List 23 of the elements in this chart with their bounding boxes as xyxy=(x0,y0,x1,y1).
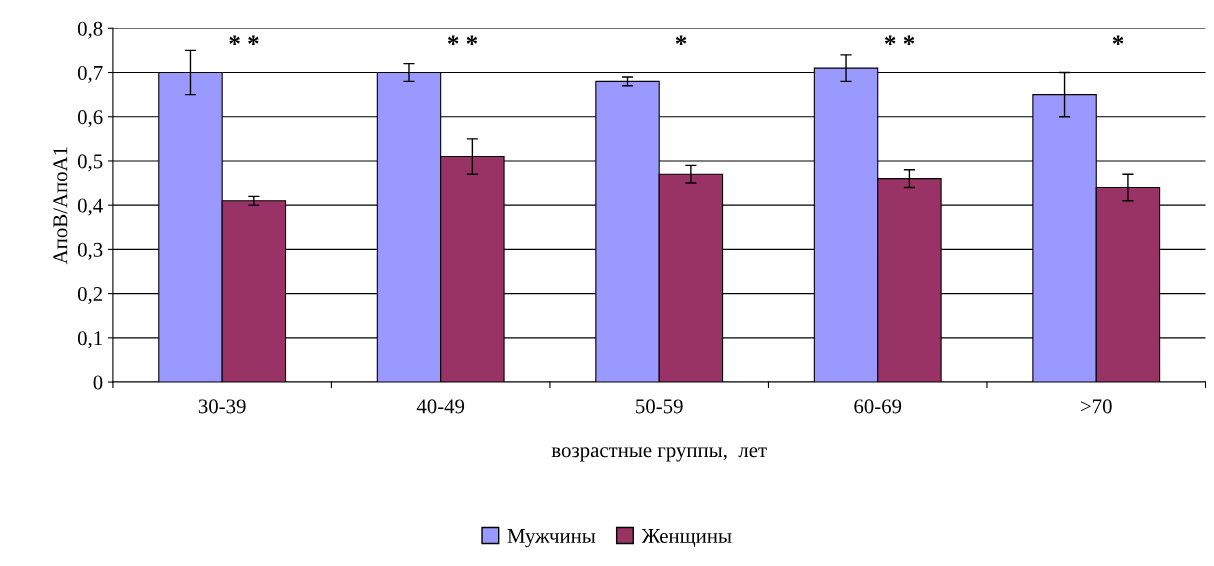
y-tick-label: 0,4 xyxy=(77,198,103,216)
x-axis-title: возрастные группы, лет xyxy=(551,447,767,462)
y-axis-title: АпоВ/АпоА1 xyxy=(53,147,68,265)
y-tick-label: 0,3 xyxy=(77,242,103,260)
y-tick-label: 0,7 xyxy=(77,65,103,83)
annotation: * xyxy=(1112,35,1124,45)
x-tick-label: 50-59 xyxy=(636,399,683,414)
annotation: * * xyxy=(884,35,915,45)
x-tick-label: 30-39 xyxy=(198,399,246,414)
x-tick-label: 40-49 xyxy=(416,399,465,414)
y-tick-label: 0,5 xyxy=(77,154,103,172)
annotation: * xyxy=(675,35,687,45)
y-tick-label: 0,1 xyxy=(77,331,102,349)
legend-label: Мужчины xyxy=(507,529,596,548)
y-tick-label: 0 xyxy=(93,375,103,390)
y-tick-label: 0,6 xyxy=(77,110,103,128)
annotation: * * xyxy=(447,35,478,45)
y-tick-label: 0,2 xyxy=(77,286,103,305)
annotation: * * xyxy=(229,35,259,45)
legend-label: Женщины xyxy=(641,529,732,548)
y-tick-label: 0,8 xyxy=(77,21,103,39)
x-tick-label: >70 xyxy=(1081,399,1112,414)
x-tick-label: 60-69 xyxy=(854,399,902,414)
